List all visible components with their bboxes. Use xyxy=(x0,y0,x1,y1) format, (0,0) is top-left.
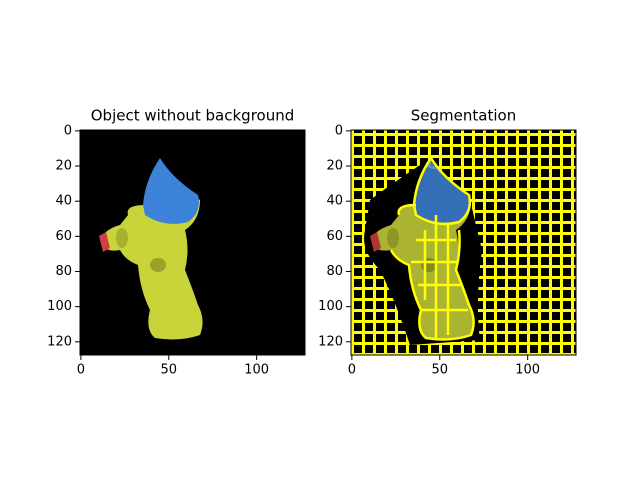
axes-title: Object without background xyxy=(91,107,295,125)
axes-frame xyxy=(350,129,577,356)
axes-title: Segmentation xyxy=(411,107,516,125)
y-tick-label: 100 xyxy=(47,299,72,314)
y-tick-label: 0 xyxy=(335,123,343,138)
y-tick-label: 60 xyxy=(55,229,72,244)
y-tick-label: 120 xyxy=(47,334,72,349)
y-tick-label: 20 xyxy=(55,159,72,174)
x-tick-label: 0 xyxy=(348,363,356,378)
y-tick-label: 80 xyxy=(326,264,343,279)
x-tick-label: 100 xyxy=(515,363,540,378)
y-tick-label: 40 xyxy=(55,194,72,209)
axes-frame xyxy=(79,129,306,356)
y-tick-label: 40 xyxy=(326,194,343,209)
image-object xyxy=(80,130,305,355)
x-tick-label: 100 xyxy=(244,363,269,378)
y-tick-label: 120 xyxy=(318,334,343,349)
y-tick-label: 80 xyxy=(55,264,72,279)
y-tick-label: 60 xyxy=(326,229,343,244)
x-tick-label: 50 xyxy=(431,363,448,378)
x-tick-label: 50 xyxy=(160,363,177,378)
image-segmentation xyxy=(351,130,576,355)
y-tick-label: 20 xyxy=(326,159,343,174)
y-tick-label: 100 xyxy=(318,299,343,314)
y-tick-label: 0 xyxy=(64,123,72,138)
x-tick-label: 0 xyxy=(77,363,85,378)
